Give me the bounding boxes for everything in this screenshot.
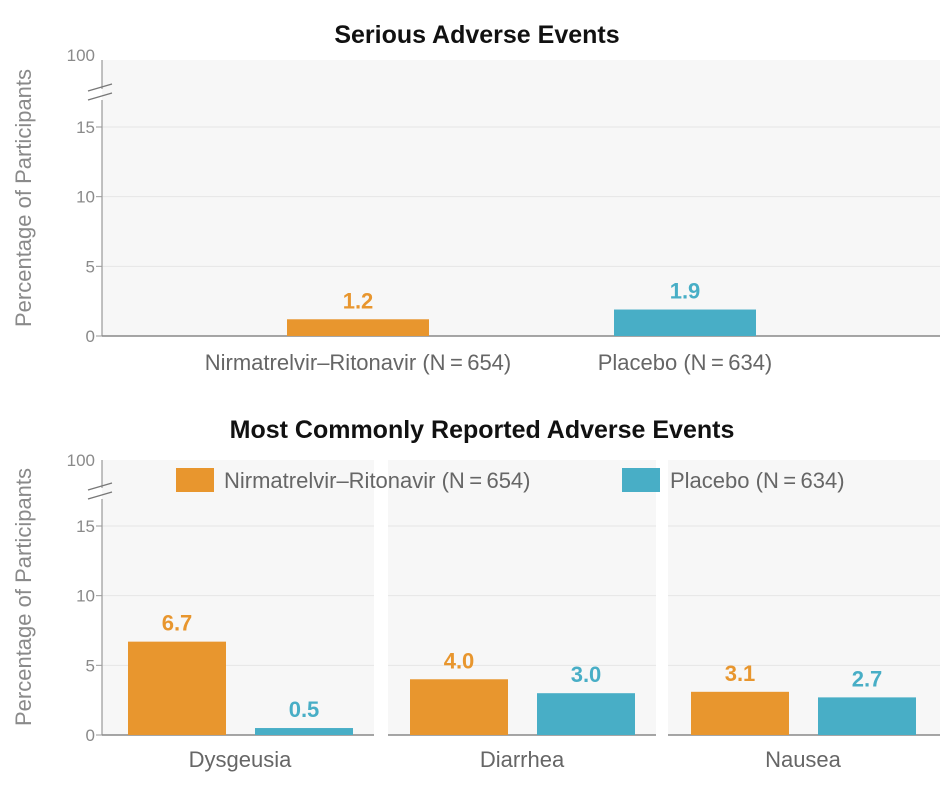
common-ae-bar-diarrhea-nirmatrelvir <box>410 679 508 735</box>
common-ae-title: Most Commonly Reported Adverse Events <box>230 416 735 444</box>
common-ae-y-tick-15: 15 <box>76 517 95 536</box>
common-ae-y-tick-5: 5 <box>86 656 95 675</box>
common-ae-bar-diarrhea-placebo <box>537 693 635 735</box>
common-ae-panel-nausea <box>668 460 940 735</box>
serious-ae-category-label-nirmatrelvir: Nirmatrelvir–Ritonavir (N = 654) <box>205 350 512 375</box>
serious-ae-bar-nirmatrelvir <box>287 319 429 336</box>
serious-ae-y-tick-15: 15 <box>76 118 95 137</box>
serious-ae-title: Serious Adverse Events <box>334 21 619 49</box>
common-ae-bar-nausea-nirmatrelvir-value-label: 3.1 <box>725 661 756 686</box>
serious-ae-bar-placebo-value-label: 1.9 <box>670 279 701 304</box>
common-ae-bar-dysgeusia-placebo-value-label: 0.5 <box>289 697 320 722</box>
serious-ae-chart: Serious Adverse Events Percentage of Par… <box>11 21 940 375</box>
serious-ae-category-label-placebo: Placebo (N = 634) <box>598 350 773 375</box>
legend-swatch-placebo <box>622 468 660 492</box>
serious-ae-gridlines <box>102 126 940 267</box>
common-ae-bar-dysgeusia-placebo <box>255 728 353 735</box>
legend-label-placebo: Placebo (N = 634) <box>670 468 845 493</box>
common-ae-category-label-diarrhea: Diarrhea <box>480 747 565 772</box>
common-ae-bar-nausea-nirmatrelvir <box>691 691 789 735</box>
serious-ae-y-axis-label: Percentage of Participants <box>11 69 36 327</box>
common-ae-axis-break-icon <box>87 482 113 500</box>
common-ae-bar-nausea-placebo <box>818 697 916 735</box>
serious-ae-y-tick-0: 0 <box>86 327 95 346</box>
legend-swatch-nirmatrelvir <box>176 468 214 492</box>
serious-ae-bars: 1.2 1.9 <box>287 279 756 336</box>
serious-ae-y-tick-5: 5 <box>86 257 95 276</box>
common-ae-bar-diarrhea-nirmatrelvir-value-label: 4.0 <box>444 648 475 673</box>
common-ae-y-break-label: 100 <box>67 451 95 470</box>
serious-ae-plot-bg <box>102 60 940 336</box>
common-ae-bars: 6.7 0.5 4.0 3.0 3.1 2.7 <box>128 611 916 735</box>
common-ae-y-tick-0: 0 <box>86 726 95 745</box>
serious-ae-y-tick-10: 10 <box>76 188 95 207</box>
common-ae-category-label-nausea: Nausea <box>765 747 842 772</box>
common-ae-chart: Most Commonly Reported Adverse Events Pe… <box>11 416 940 772</box>
common-ae-bar-diarrhea-placebo-value-label: 3.0 <box>571 662 602 687</box>
serious-ae-axis-break-icon <box>87 83 113 101</box>
common-ae-bar-nausea-placebo-value-label: 2.7 <box>852 666 883 691</box>
serious-ae-bar-nirmatrelvir-value-label: 1.2 <box>343 288 374 313</box>
common-ae-gridlines <box>102 525 940 666</box>
serious-ae-y-break-label: 100 <box>67 46 95 65</box>
common-ae-bar-dysgeusia-nirmatrelvir <box>128 641 226 735</box>
legend-label-nirmatrelvir: Nirmatrelvir–Ritonavir (N = 654) <box>224 468 531 493</box>
serious-ae-y-ticks: 0 5 10 15 <box>76 118 102 346</box>
legend: Nirmatrelvir–Ritonavir (N = 654) Placebo… <box>176 468 845 493</box>
common-ae-y-tick-10: 10 <box>76 587 95 606</box>
common-ae-y-ticks: 0 5 10 15 <box>76 517 102 745</box>
common-ae-y-axis-label: Percentage of Participants <box>11 468 36 726</box>
common-ae-category-label-dysgeusia: Dysgeusia <box>189 747 292 772</box>
common-ae-bar-dysgeusia-nirmatrelvir-value-label: 6.7 <box>162 611 193 636</box>
serious-ae-bar-placebo <box>614 309 756 336</box>
